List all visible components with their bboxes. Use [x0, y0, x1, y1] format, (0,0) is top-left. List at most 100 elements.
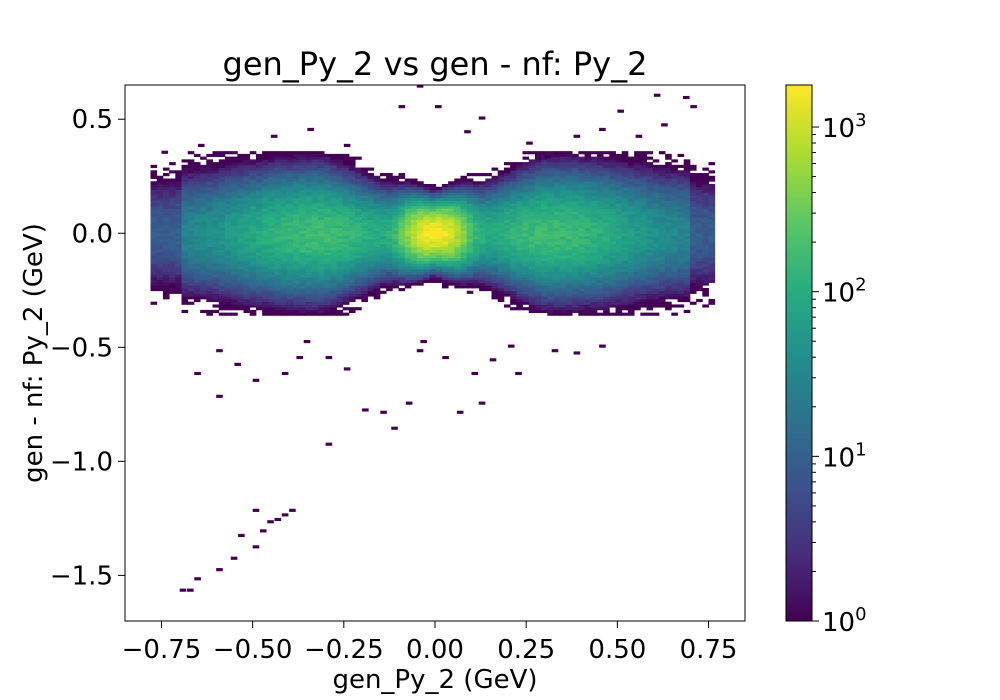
- heatmap-cell: [534, 230, 542, 234]
- heatmap-cell: [702, 230, 709, 234]
- x-tick-label: −0.25: [304, 635, 384, 665]
- heatmap-cell: [621, 170, 629, 174]
- heatmap-cell: [596, 296, 604, 300]
- heatmap-cell: [702, 200, 709, 204]
- heatmap-cell: [311, 167, 319, 171]
- heatmap-cell: [299, 153, 306, 158]
- heatmap-cell: [646, 252, 654, 256]
- heatmap-cell: [212, 290, 220, 294]
- heatmap-cell: [634, 225, 641, 229]
- heatmap-cell: [652, 203, 660, 207]
- heatmap-cell: [621, 194, 629, 199]
- heatmap-cell: [460, 246, 468, 251]
- heatmap-cell: [324, 266, 331, 270]
- heatmap-cell: [342, 255, 350, 259]
- heatmap-cell: [348, 219, 356, 223]
- heatmap-cell: [330, 263, 337, 267]
- heatmap-cell: [559, 156, 567, 160]
- heatmap-cell: [441, 197, 449, 201]
- heatmap-cell: [621, 260, 629, 264]
- heatmap-cell: [404, 285, 412, 289]
- heatmap-cell: [175, 244, 182, 248]
- heatmap-cell: [559, 178, 567, 182]
- heatmap-cell: [584, 290, 592, 294]
- heatmap-cell: [547, 238, 554, 242]
- heatmap-cell: [280, 241, 288, 245]
- heatmap-cell: [348, 216, 356, 220]
- heatmap-cell: [683, 211, 691, 215]
- heatmap-cell: [311, 162, 319, 166]
- heatmap-cell: [417, 230, 424, 234]
- heatmap-cell: [590, 167, 598, 171]
- heatmap-cell: [423, 216, 430, 220]
- heatmap-cell: [658, 219, 666, 223]
- heatmap-cell: [454, 233, 461, 237]
- heatmap-cell: [553, 219, 561, 223]
- heatmap-cell: [578, 244, 585, 248]
- heatmap-cell: [615, 230, 623, 234]
- heatmap-cell: [274, 203, 282, 207]
- heatmap-cell: [609, 189, 616, 193]
- heatmap-cell: [534, 238, 542, 242]
- heatmap-cell: [305, 162, 313, 166]
- heatmap-cell: [286, 162, 294, 166]
- heatmap-cell: [410, 211, 418, 215]
- heatmap-cell: [460, 268, 468, 272]
- heatmap-cell: [544, 155, 552, 159]
- heatmap-cell: [193, 227, 201, 231]
- heatmap-cell: [293, 205, 300, 210]
- heatmap-cell: [534, 225, 542, 229]
- heatmap-cell: [621, 197, 629, 201]
- heatmap-cell: [274, 301, 282, 305]
- heatmap-cell: [559, 249, 567, 253]
- heatmap-cell: [342, 260, 350, 264]
- heatmap-cell: [181, 189, 189, 193]
- heatmap-cell: [212, 230, 220, 234]
- heatmap-cell: [689, 255, 697, 259]
- heatmap-cell: [417, 205, 424, 210]
- heatmap-cell: [187, 279, 195, 283]
- heatmap-cell: [299, 301, 306, 305]
- heatmap-cell: [156, 285, 164, 289]
- heatmap-cell: [596, 178, 604, 182]
- heatmap-cell: [262, 214, 269, 218]
- heatmap-cell: [293, 255, 300, 259]
- heatmap-cell: [156, 175, 164, 179]
- heatmap-cell: [689, 271, 697, 275]
- heatmap-cell: [193, 205, 201, 210]
- heatmap-cell: [200, 216, 207, 220]
- heatmap-cell: [336, 266, 344, 270]
- heatmap-cell: [274, 200, 282, 204]
- heatmap-cell: [386, 197, 393, 201]
- heatmap-cell: [665, 173, 672, 177]
- heatmap-cell: [510, 230, 517, 234]
- heatmap-cell: [615, 227, 623, 231]
- heatmap-cell: [193, 222, 201, 226]
- heatmap-cell: [206, 260, 213, 264]
- heatmap-cell: [708, 230, 716, 234]
- heatmap-cell: [317, 227, 325, 231]
- heatmap-cell: [324, 211, 331, 215]
- heatmap-cell: [590, 181, 598, 185]
- heatmap-cell: [696, 186, 703, 190]
- heatmap-cell: [417, 282, 424, 286]
- heatmap-cell: [392, 219, 399, 223]
- heatmap-cell: [361, 222, 368, 226]
- heatmap-cell: [534, 246, 542, 251]
- heatmap-cell: [293, 197, 300, 201]
- heatmap-cell: [696, 222, 703, 226]
- heatmap-cell: [665, 244, 672, 248]
- heatmap-cell: [559, 192, 567, 196]
- heatmap-cell: [652, 222, 660, 226]
- heatmap-cell: [553, 249, 561, 253]
- heatmap-cell: [181, 301, 189, 305]
- heatmap-cell: [596, 233, 604, 237]
- heatmap-cell: [584, 203, 592, 207]
- heatmap-cell: [280, 211, 288, 215]
- heatmap-cell: [212, 194, 220, 199]
- heatmap-cell: [299, 282, 306, 286]
- heatmap-cell: [342, 203, 350, 207]
- heatmap-cell: [503, 194, 511, 199]
- heatmap-cell: [665, 230, 672, 234]
- heatmap-cell: [454, 178, 461, 182]
